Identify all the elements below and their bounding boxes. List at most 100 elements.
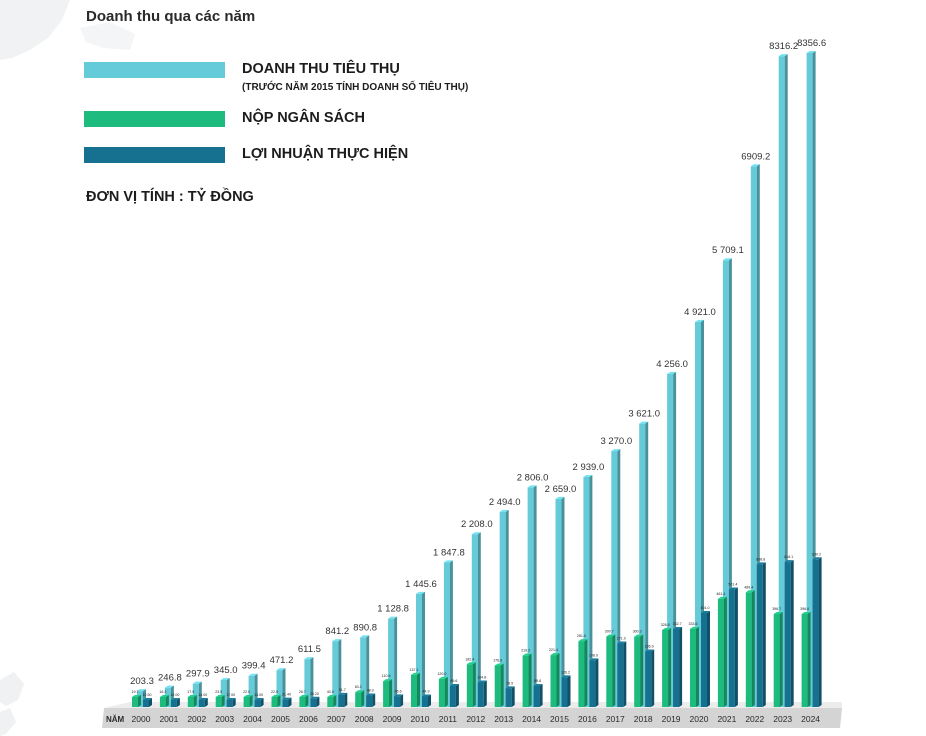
revenue-label-2004: 399.4 bbox=[242, 661, 266, 672]
year-label-2002: 2002 bbox=[187, 714, 206, 724]
revenue-bar-2006 bbox=[304, 657, 314, 707]
profit-bar-2002 bbox=[198, 698, 208, 707]
budget-bar-2018 bbox=[634, 634, 644, 707]
revenue-label-2011: 1 847.8 bbox=[433, 547, 465, 558]
profit-bar-2020 bbox=[701, 611, 710, 707]
profit-label-2001: 12.00 bbox=[170, 693, 179, 697]
budget-bar-2012 bbox=[466, 662, 476, 707]
profit-label-2006: 35.20 bbox=[310, 692, 319, 696]
revenue-label-2012: 2 208.0 bbox=[461, 519, 493, 530]
budget-label-2013: 176.8 bbox=[493, 659, 502, 663]
year-label-2024: 2024 bbox=[801, 714, 820, 724]
axis-band-top bbox=[102, 708, 842, 728]
revenue-bar-2007 bbox=[332, 639, 342, 707]
profit-bar-2019 bbox=[673, 627, 683, 707]
profit-bar-2012 bbox=[477, 680, 487, 707]
profit-label-2004: 13.00 bbox=[254, 693, 263, 697]
profit-label-2021: 501.4 bbox=[728, 582, 737, 586]
labels-layer: NĂM 203.3 19.7 12.50 2000 246.8 16.3 12.00 2001 2… bbox=[106, 38, 826, 724]
profit-label-2023: 618.1 bbox=[784, 555, 793, 559]
profit-label-2005: 31.40 bbox=[282, 693, 291, 697]
revenue-bar-2005 bbox=[276, 668, 286, 707]
profit-label-2020: 401.0 bbox=[701, 606, 710, 610]
budget-label-2023: 396.7 bbox=[772, 607, 781, 611]
budget-bar-2001 bbox=[159, 695, 169, 707]
profit-label-2003: 17.00 bbox=[226, 693, 235, 697]
profit-bar-2018 bbox=[645, 649, 655, 707]
year-label-2018: 2018 bbox=[634, 714, 653, 724]
profit-bar-2013 bbox=[505, 686, 515, 707]
year-label-2016: 2016 bbox=[578, 714, 597, 724]
year-label-2000: 2000 bbox=[132, 714, 151, 724]
year-label-2004: 2004 bbox=[243, 714, 262, 724]
profit-bar-2016 bbox=[589, 658, 599, 707]
revenue-label-2006: 611.5 bbox=[298, 644, 321, 655]
profit-bar-2001 bbox=[170, 698, 180, 707]
profit-label-2007: 51.7 bbox=[339, 688, 346, 692]
revenue-bar-2012 bbox=[471, 532, 481, 707]
year-label-2013: 2013 bbox=[494, 714, 513, 724]
profit-bar-2021 bbox=[728, 587, 738, 707]
profit-label-2009: 45.6 bbox=[395, 689, 402, 693]
budget-label-2022: 489.4 bbox=[744, 585, 753, 589]
profit-label-2022: 608.8 bbox=[756, 557, 765, 561]
profit-bar-2006 bbox=[310, 696, 320, 707]
budget-bar-2020 bbox=[690, 626, 699, 707]
profit-bar-2009 bbox=[394, 694, 404, 707]
budget-label-2005: 22.9 bbox=[271, 690, 278, 694]
profit-bar-2015 bbox=[561, 675, 571, 707]
year-label-2006: 2006 bbox=[299, 714, 318, 724]
budget-label-2004: 22.0 bbox=[243, 690, 250, 694]
revenue-bar-2011 bbox=[443, 560, 453, 707]
legend-label-nop-ngan-sach: NỘP NGÂN SÁCH bbox=[242, 110, 365, 126]
year-label-2007: 2007 bbox=[327, 714, 346, 724]
budget-label-2015: 221.4 bbox=[549, 648, 558, 652]
profit-label-2008: 48.9 bbox=[367, 689, 374, 693]
profit-label-2018: 236.9 bbox=[645, 644, 654, 648]
year-label-2011: 2011 bbox=[439, 714, 458, 724]
page-title: Doanh thu qua các năm bbox=[86, 8, 256, 25]
profit-bar-2010 bbox=[422, 694, 431, 707]
profit-bar-2008 bbox=[366, 693, 376, 707]
budget-bar-2014 bbox=[522, 653, 532, 707]
budget-bar-2016 bbox=[578, 639, 588, 707]
budget-bar-2005 bbox=[271, 695, 281, 707]
budget-label-2018: 300.3 bbox=[633, 630, 642, 634]
budget-label-2000: 19.7 bbox=[132, 690, 139, 694]
budget-label-2001: 16.3 bbox=[159, 690, 166, 694]
profit-label-2012: 104.8 bbox=[477, 675, 486, 679]
profit-bar-2011 bbox=[449, 684, 459, 707]
bars-layer bbox=[132, 51, 822, 708]
revenue-label-2001: 246.8 bbox=[158, 673, 182, 684]
budget-bar-2021 bbox=[717, 596, 727, 707]
profit-bar-2003 bbox=[226, 698, 236, 707]
year-label-2023: 2023 bbox=[773, 714, 792, 724]
unit-label: ĐƠN VỊ TÍNH : TỶ ĐỒNG bbox=[86, 189, 254, 205]
x-axis-title: NĂM bbox=[106, 715, 125, 724]
revenue-bar-2009 bbox=[388, 616, 398, 707]
profit-bar-2024 bbox=[812, 557, 822, 707]
year-label-2003: 2003 bbox=[215, 714, 234, 724]
budget-bar-2015 bbox=[550, 653, 560, 707]
budget-label-2008: 63.2 bbox=[355, 685, 362, 689]
year-label-2012: 2012 bbox=[466, 714, 485, 724]
year-label-2015: 2015 bbox=[550, 714, 569, 724]
revenue-bar-2020 bbox=[695, 319, 704, 707]
budget-label-2003: 23.5 bbox=[215, 690, 222, 694]
year-label-2005: 2005 bbox=[271, 714, 290, 724]
profit-label-2000: 12.50 bbox=[143, 693, 152, 697]
budget-bar-2000 bbox=[132, 695, 141, 707]
budget-label-2007: 40.9 bbox=[327, 690, 334, 694]
budget-label-2019: 328.8 bbox=[661, 623, 670, 627]
budget-label-2010: 137.1 bbox=[410, 668, 419, 672]
revenue-label-2014: 2 806.0 bbox=[517, 472, 549, 483]
revenue-label-2010: 1 445.6 bbox=[405, 579, 437, 590]
budget-bar-2010 bbox=[411, 672, 420, 707]
year-label-2019: 2019 bbox=[662, 714, 681, 724]
revenue-label-2000: 203.3 bbox=[130, 676, 154, 687]
profit-label-2016: 198.9 bbox=[589, 653, 598, 657]
budget-label-2014: 219.2 bbox=[521, 649, 530, 653]
year-label-2014: 2014 bbox=[522, 714, 541, 724]
year-label-2009: 2009 bbox=[383, 714, 402, 724]
